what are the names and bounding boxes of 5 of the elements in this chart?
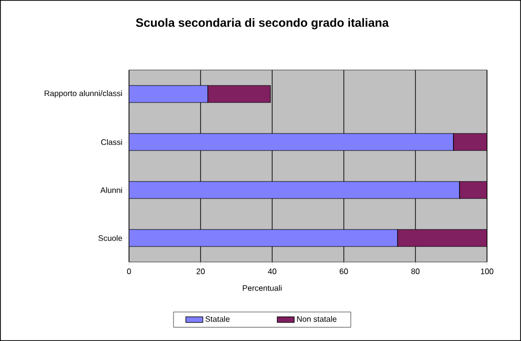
chart-title: Scuola secondaria di secondo grado italiana [136, 18, 389, 30]
bar [129, 181, 460, 199]
bar [129, 85, 208, 103]
bar [129, 229, 398, 247]
bar [129, 133, 454, 151]
